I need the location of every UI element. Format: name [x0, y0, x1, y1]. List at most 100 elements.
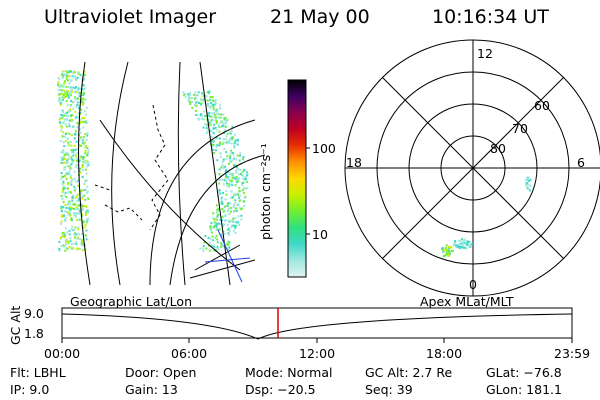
emission-pixel — [189, 100, 192, 103]
polar-emission-pixel — [463, 238, 466, 241]
emission-pixel — [225, 121, 227, 124]
emission-pixel — [218, 222, 221, 225]
emission-pixel — [76, 247, 79, 250]
emission-pixel — [85, 213, 87, 216]
emission-pixel — [69, 110, 72, 113]
emission-pixel — [79, 212, 82, 214]
emission-pixel — [235, 171, 238, 174]
emission-pixel — [71, 225, 74, 228]
emission-pixel — [77, 92, 80, 95]
observation-date: 21 May 00 — [270, 6, 370, 28]
emission-pixel — [219, 116, 222, 119]
emission-pixel — [70, 163, 73, 166]
emission-pixel — [216, 159, 219, 162]
emission-pixel — [82, 189, 85, 192]
emission-pixel — [76, 152, 79, 155]
emission-pixel — [224, 125, 227, 128]
polar-emission-pixel — [526, 177, 529, 179]
magnetic-pole-marker — [204, 229, 251, 283]
emission-pixel — [225, 173, 228, 176]
emission-pixel — [60, 210, 63, 212]
emission-pixel — [66, 79, 69, 82]
emission-pixel — [216, 245, 219, 248]
emission-pixel — [77, 237, 80, 240]
emission-pixel — [229, 139, 232, 142]
gain-readout: Gain: 13 — [125, 382, 178, 397]
emission-pixel — [84, 147, 87, 149]
emission-pixel — [84, 188, 87, 191]
emission-pixel — [75, 215, 77, 218]
emission-pixel — [214, 224, 217, 227]
emission-pixel — [80, 192, 83, 195]
emission-pixel — [71, 195, 74, 198]
geographic-longitude-readout: GLon: 181.1 — [486, 382, 562, 397]
emission-pixel — [65, 94, 68, 97]
emission-pixel — [210, 120, 212, 123]
emission-pixel — [222, 123, 225, 126]
emission-pixel — [86, 146, 89, 149]
emission-pixel — [57, 88, 60, 91]
emission-pixel — [61, 77, 64, 79]
emission-pixel — [226, 119, 229, 122]
emission-pixel — [60, 74, 63, 77]
emission-pixel — [215, 204, 218, 207]
emission-pixel — [227, 207, 230, 210]
emission-pixel — [61, 232, 64, 234]
emission-pixel — [80, 99, 83, 102]
emission-pixel — [226, 243, 229, 246]
emission-pixel — [202, 249, 205, 252]
emission-pixel — [212, 126, 215, 129]
colorbar-tick-100: 100 — [312, 141, 336, 156]
emission-pixel — [243, 178, 246, 181]
emission-pixel — [208, 112, 211, 115]
emission-pixel — [241, 207, 244, 210]
emission-pixel — [212, 99, 215, 102]
polar-emission-pixel — [454, 240, 456, 243]
emission-pixel — [205, 132, 208, 135]
emission-pixel — [71, 246, 74, 249]
polar-emission-pixel — [444, 249, 446, 252]
emission-pixel — [187, 99, 190, 102]
emission-pixel — [79, 131, 82, 134]
emission-pixel — [226, 132, 229, 135]
emission-pixel — [75, 240, 78, 243]
emission-pixel — [64, 243, 67, 246]
emission-pixel — [224, 220, 227, 222]
emission-pixel — [72, 101, 75, 103]
emission-pixel — [219, 141, 222, 144]
emission-pixel — [65, 112, 68, 115]
emission-pixel — [206, 118, 209, 121]
polar-emission-pixel — [442, 250, 445, 253]
emission-pixel — [81, 239, 84, 241]
emission-pixel — [231, 151, 234, 154]
emission-pixel — [201, 92, 204, 95]
emission-pixel — [235, 158, 238, 161]
emission-pixel — [195, 114, 198, 116]
emission-pixel — [211, 135, 214, 138]
emission-pixel — [59, 103, 62, 106]
emission-pixel — [69, 167, 72, 170]
emission-pixel — [223, 147, 226, 150]
emission-pixel — [214, 236, 217, 239]
emission-pixel — [85, 191, 88, 194]
emission-pixel — [222, 230, 225, 233]
emission-pixel — [223, 233, 226, 235]
emission-pixel — [78, 101, 80, 104]
emission-pixel — [71, 196, 74, 199]
emission-pixel — [232, 136, 235, 139]
emission-pixel — [69, 181, 72, 184]
polar-emission-pixel — [528, 188, 531, 191]
emission-pixel — [234, 199, 237, 202]
emission-pixel — [228, 242, 230, 245]
emission-pixel — [232, 216, 235, 219]
emission-pixel — [81, 97, 84, 100]
emission-pixel — [67, 110, 70, 113]
emission-pixel — [81, 102, 84, 105]
emission-pixel — [212, 108, 215, 111]
emission-pixel — [211, 235, 214, 238]
time-tick-0600: 06:00 — [171, 346, 208, 361]
emission-pixel — [206, 99, 209, 102]
emission-pixel — [237, 180, 240, 183]
polar-emission-pixel — [458, 245, 461, 248]
emission-pixel — [236, 193, 239, 196]
